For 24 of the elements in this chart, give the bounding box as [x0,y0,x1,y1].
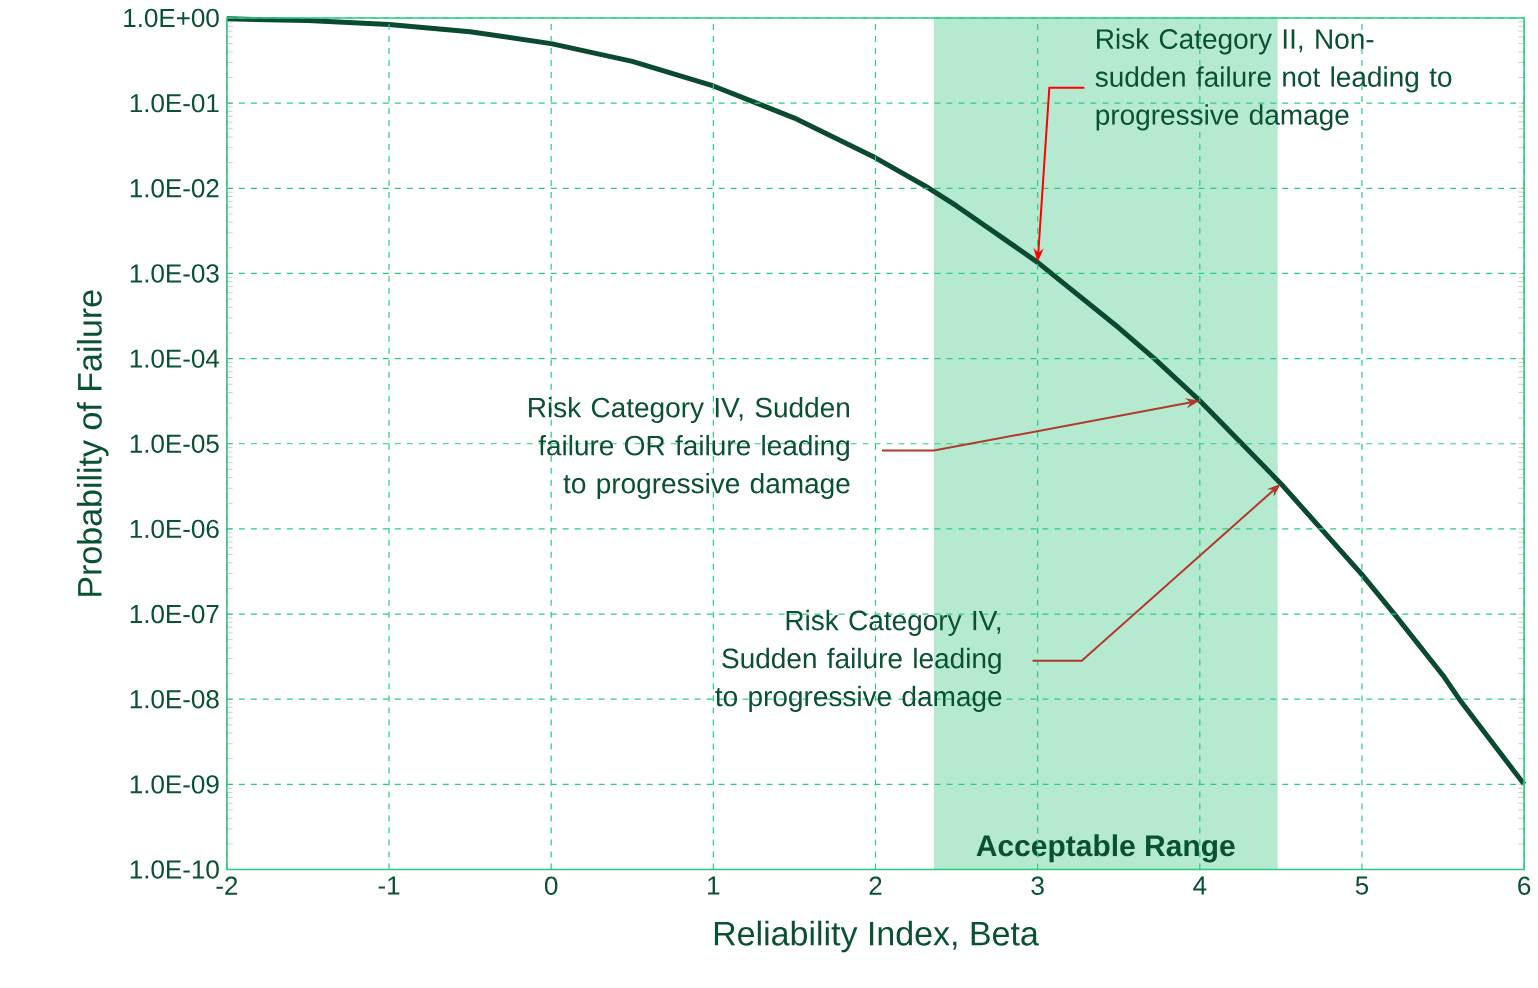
y-tick-label: 1.0E-02 [130,178,219,198]
y-tick-label: 1.0E-08 [130,689,219,709]
band-label: Acceptable Range [976,834,1235,863]
y-tick-label: 1.0E-05 [130,434,219,453]
annotation: Risk Category IV, Sudden failure leading to progressive damage [715,609,1002,712]
y-tick-label: 1.0E-01 [130,93,219,113]
y-tick-label: 1.0E-03 [130,264,219,283]
x-tick-label: -1 [378,876,400,895]
annotation: Risk Category II, Non-sudden failure not leading to progressive damage [1095,28,1452,131]
x-tick-label: 3 [1031,876,1044,895]
annotation: Risk Category IV, Sudden failure OR failure leading to progressive damage [529,396,850,499]
y-tick-label: 1.0E+00 [124,8,219,27]
x-tick-label: 6 [1518,876,1531,895]
x-tick-label: 0 [544,876,558,895]
y-tick-label: 1.0E-09 [130,774,219,794]
y-tick-label: 1.0E-04 [130,349,220,368]
y-tick-label: 1.0E-06 [130,519,219,538]
x-tick-label: 2 [869,876,882,895]
y-tick-label: 1.0E-07 [130,604,219,624]
x-tick-label: 4 [1193,876,1207,895]
x-axis-title: Reliability Index, Beta [714,920,1039,953]
y-axis-title: Probability of Failure [76,290,109,596]
x-tick-label: 1 [708,876,720,895]
x-tick-label: 5 [1355,876,1369,895]
